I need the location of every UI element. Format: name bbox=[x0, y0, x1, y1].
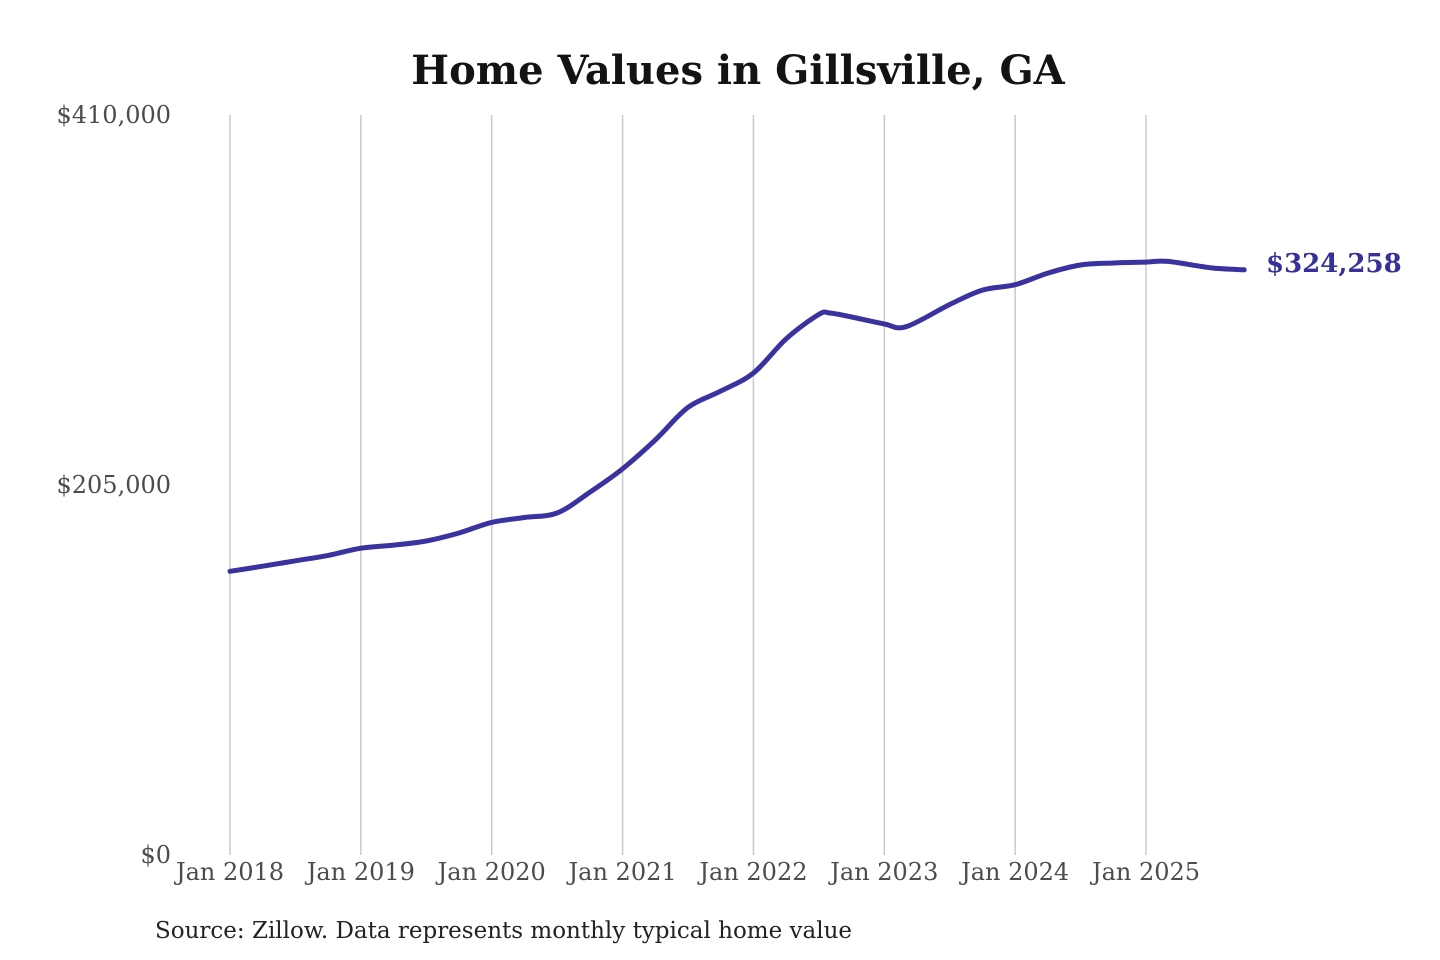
source-note: Source: Zillow. Data represents monthly … bbox=[155, 918, 852, 944]
y-axis-tick-label: $410,000 bbox=[56, 101, 171, 129]
gridlines-group bbox=[229, 115, 1147, 855]
x-axis-tick-label: Jan 2021 bbox=[566, 858, 677, 886]
y-axis-tick-label: $0 bbox=[140, 841, 171, 869]
y-axis-labels-group: $0 $205,000 $410,000 bbox=[56, 101, 171, 869]
chart-title: Home Values in Gillsville, GA bbox=[411, 47, 1065, 94]
x-axis-labels-group: Jan 2018 Jan 2019 Jan 2020 Jan 2021 Jan 2022… bbox=[173, 858, 1200, 886]
latest-value-label: $324,258 bbox=[1266, 249, 1402, 279]
home-value-line bbox=[227, 258, 1247, 574]
x-axis-tick-label: Jan 2024 bbox=[958, 858, 1069, 886]
x-axis-tick-label: Jan 2023 bbox=[827, 858, 938, 886]
x-axis-tick-label: Jan 2022 bbox=[696, 858, 807, 886]
y-axis-tick-label: $205,000 bbox=[56, 471, 171, 499]
x-axis-tick-label: Jan 2020 bbox=[435, 858, 546, 886]
x-axis-tick-label: Jan 2019 bbox=[304, 858, 415, 886]
x-axis-tick-label: Jan 2025 bbox=[1089, 858, 1200, 886]
x-axis-tick-label: Jan 2018 bbox=[173, 858, 284, 886]
